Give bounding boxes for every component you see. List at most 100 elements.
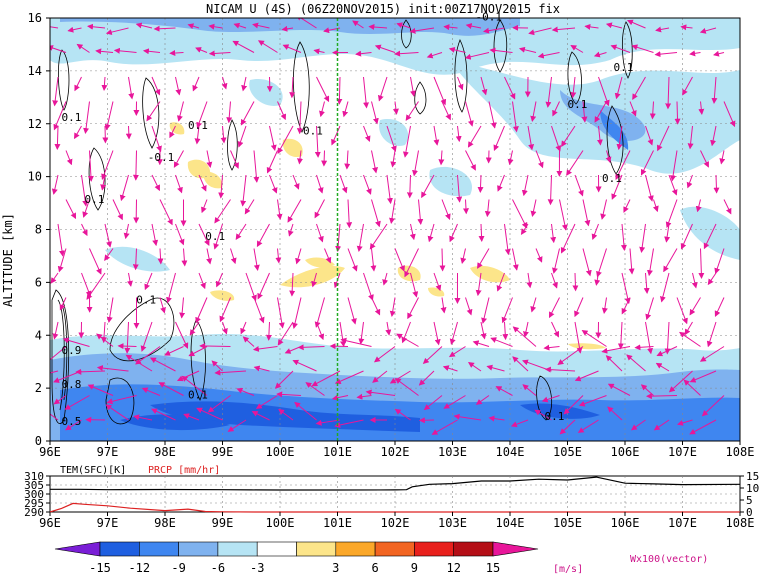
wind-vector	[610, 44, 631, 53]
wind-vector	[665, 199, 678, 229]
wind-vector	[319, 101, 325, 118]
wind-vector	[486, 364, 505, 372]
vector-scale-label: Wx100(vector)	[630, 554, 708, 565]
wind-vector	[489, 47, 513, 54]
wind-vector	[601, 297, 608, 314]
wind-vector	[410, 76, 416, 97]
wind-vector	[355, 50, 372, 57]
wind-vector	[344, 150, 351, 170]
wind-vector	[443, 395, 466, 409]
wind-vector	[331, 394, 349, 401]
wind-vector	[175, 223, 185, 246]
wind-vector	[478, 223, 485, 242]
ts-right-tick-label: 0	[746, 506, 753, 519]
wind-vector	[112, 199, 123, 221]
wind-vector	[698, 101, 705, 115]
wind-vector	[652, 199, 659, 213]
wind-vector	[371, 150, 378, 174]
wind-vector	[142, 48, 161, 55]
wind-vector	[440, 297, 447, 314]
wind-vector	[621, 272, 631, 305]
wind-vector	[106, 395, 137, 405]
wind-vector	[313, 48, 325, 55]
wind-vector	[206, 248, 213, 265]
wind-vector	[679, 331, 701, 347]
wind-vector	[274, 370, 294, 389]
main-plot-area: 0.1 0.1 0.1 -0.1 0.1 0.1 -0.1 0.1 0.1 0.1 0.1 0.1 0.…	[28, 11, 755, 459]
wind-vector	[641, 150, 654, 176]
wind-vector	[352, 20, 364, 29]
colorbar-level-label: -15	[89, 561, 111, 575]
wind-vector	[358, 321, 365, 345]
wind-vector	[176, 101, 184, 122]
wind-vector	[460, 248, 467, 265]
wind-vector	[616, 125, 623, 151]
wind-vector	[295, 18, 317, 29]
wind-vector	[504, 76, 516, 100]
colorbar-level-label: 6	[371, 561, 378, 575]
colorbar-swatch	[492, 541, 539, 557]
wind-vector	[605, 150, 612, 164]
wind-vector	[371, 101, 379, 125]
wind-vector	[382, 272, 389, 286]
wind-vector	[676, 297, 688, 325]
wind-vector	[335, 223, 342, 253]
wind-vector	[714, 248, 725, 275]
wind-vector	[394, 248, 405, 272]
wind-vector	[582, 199, 591, 227]
contour-label: 0.1	[568, 98, 588, 111]
wind-vector	[465, 101, 474, 127]
wind-vector	[439, 248, 446, 272]
wind-vector	[522, 384, 537, 396]
wind-vector	[581, 330, 607, 347]
wind-vector	[101, 76, 108, 92]
wind-vector	[106, 297, 114, 323]
wind-vector	[607, 383, 631, 396]
wind-vector	[65, 199, 76, 220]
x-tick-label: 102E	[381, 445, 410, 459]
wind-vector	[257, 272, 270, 300]
wind-vector	[557, 346, 584, 365]
wind-vector	[689, 50, 701, 57]
wind-vector	[151, 408, 176, 421]
wind-vector	[530, 101, 537, 123]
wind-vector	[54, 125, 61, 151]
wind-vector	[311, 370, 341, 387]
wind-vector	[252, 22, 270, 29]
wind-vector	[481, 297, 490, 324]
colorbar-swatch	[296, 541, 337, 557]
wind-vector	[566, 150, 584, 176]
wind-vector	[282, 44, 302, 53]
wind-vector	[626, 354, 646, 372]
wind-vector	[233, 22, 247, 29]
wind-vector	[629, 101, 637, 117]
wind-vector	[336, 76, 343, 105]
wind-vector	[544, 366, 576, 373]
y-tick-label: 6	[35, 275, 42, 289]
wind-vector	[512, 326, 537, 347]
wind-vector	[645, 393, 678, 400]
wind-vector	[104, 248, 114, 261]
wind-vector	[74, 125, 82, 140]
wind-vector	[339, 174, 348, 194]
wind-vector	[418, 370, 435, 386]
wind-vector	[537, 52, 560, 59]
wind-vector	[559, 199, 568, 231]
wind-vector	[431, 419, 458, 435]
wind-vector	[57, 223, 65, 257]
ts-x-tick-label: 105E	[553, 516, 582, 530]
wind-vector	[173, 150, 184, 168]
wind-vector	[605, 22, 623, 29]
wind-vector	[552, 248, 560, 274]
contour-label: 0.1	[136, 294, 156, 307]
wind-vector	[53, 395, 67, 405]
wind-vector	[119, 174, 129, 202]
wind-vector	[59, 297, 67, 311]
wind-vector	[64, 395, 90, 410]
wind-vector	[194, 125, 201, 145]
wind-vector	[242, 336, 255, 347]
wind-vector	[211, 360, 223, 372]
contour-label: 0.1	[602, 172, 622, 185]
wind-vector	[455, 125, 462, 143]
